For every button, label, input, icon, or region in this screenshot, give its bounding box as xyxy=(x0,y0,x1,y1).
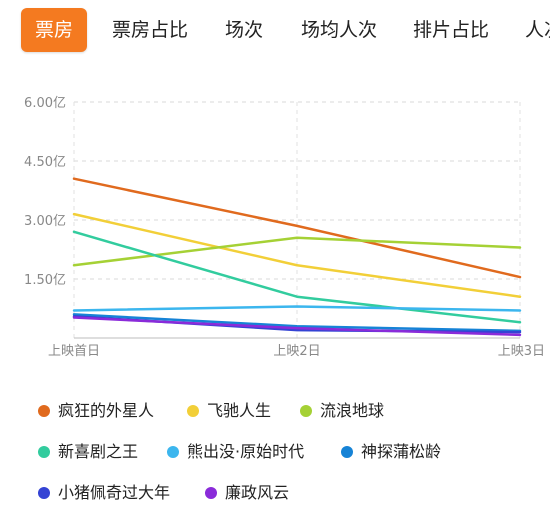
legend-color-dot xyxy=(187,405,199,417)
legend-item[interactable]: 疯狂的外星人 xyxy=(38,396,154,426)
grid-layer xyxy=(73,101,521,339)
series-line xyxy=(72,305,522,312)
y-tick-label: 6.00亿 xyxy=(24,96,66,111)
legend-item[interactable]: 流浪地球 xyxy=(300,396,384,426)
tab-screenings[interactable]: 场次 xyxy=(225,19,264,41)
legend-item[interactable]: 神探蒲松龄 xyxy=(341,437,441,467)
legend-color-dot xyxy=(300,405,312,417)
series-line xyxy=(72,316,522,337)
x-tick-label: 上映首日 xyxy=(48,344,100,359)
y-tick-label: 4.50亿 xyxy=(24,155,66,170)
legend-color-dot xyxy=(38,405,50,417)
legend-item[interactable]: 飞驰人生 xyxy=(187,396,271,426)
legend-item[interactable]: 廉政风云 xyxy=(205,478,289,508)
tab-screening-share[interactable]: 排片占比 xyxy=(413,19,490,41)
chart-legend: 疯狂的外星人 飞驰人生 流浪地球 新喜剧之王 熊出没·原始时代 神探蒲松龄 小猪… xyxy=(0,385,550,510)
x-tick-label: 上映3日 xyxy=(498,344,545,359)
legend-color-dot xyxy=(341,446,353,458)
series-line xyxy=(72,177,522,279)
box-office-line-chart: 6.00亿 4.50亿 3.00亿 1.50亿上映首日 上映2日 上映3日 xyxy=(0,62,550,382)
legend-label: 熊出没·原始时代 xyxy=(187,442,305,461)
legend-item[interactable]: 小猪佩奇过大年 xyxy=(38,478,170,508)
legend-color-dot xyxy=(38,487,50,499)
legend-label: 廉政风云 xyxy=(225,483,290,502)
legend-label: 飞驰人生 xyxy=(207,401,272,420)
x-tick-label: 上映2日 xyxy=(273,344,320,359)
metric-tab-bar: 票房 票房占比 场次 场均人次 排片占比 人次 xyxy=(0,0,550,62)
legend-color-dot xyxy=(167,446,179,458)
legend-label: 疯狂的外星人 xyxy=(58,401,155,420)
legend-label: 流浪地球 xyxy=(320,401,385,420)
legend-color-dot xyxy=(38,446,50,458)
tab-box-office-share[interactable]: 票房占比 xyxy=(112,19,189,41)
series-line xyxy=(72,230,522,324)
y-tick-label: 1.50亿 xyxy=(24,273,66,288)
tab-avg-attendance[interactable]: 场均人次 xyxy=(301,19,378,41)
tab-box-office[interactable]: 票房 xyxy=(21,8,88,52)
legend-color-dot xyxy=(205,487,217,499)
series-line xyxy=(72,212,522,298)
legend-label: 神探蒲松龄 xyxy=(361,442,442,461)
tab-admissions[interactable]: 人次 xyxy=(525,19,550,41)
legend-item[interactable]: 熊出没·原始时代 xyxy=(167,437,304,467)
y-tick-label: 3.00亿 xyxy=(24,214,66,229)
legend-item[interactable]: 新喜剧之王 xyxy=(38,437,138,467)
series-line xyxy=(72,313,522,333)
legend-label: 小猪佩奇过大年 xyxy=(58,483,171,502)
series-line xyxy=(72,236,522,267)
series-layer xyxy=(72,177,522,337)
legend-label: 新喜剧之王 xyxy=(58,442,139,461)
